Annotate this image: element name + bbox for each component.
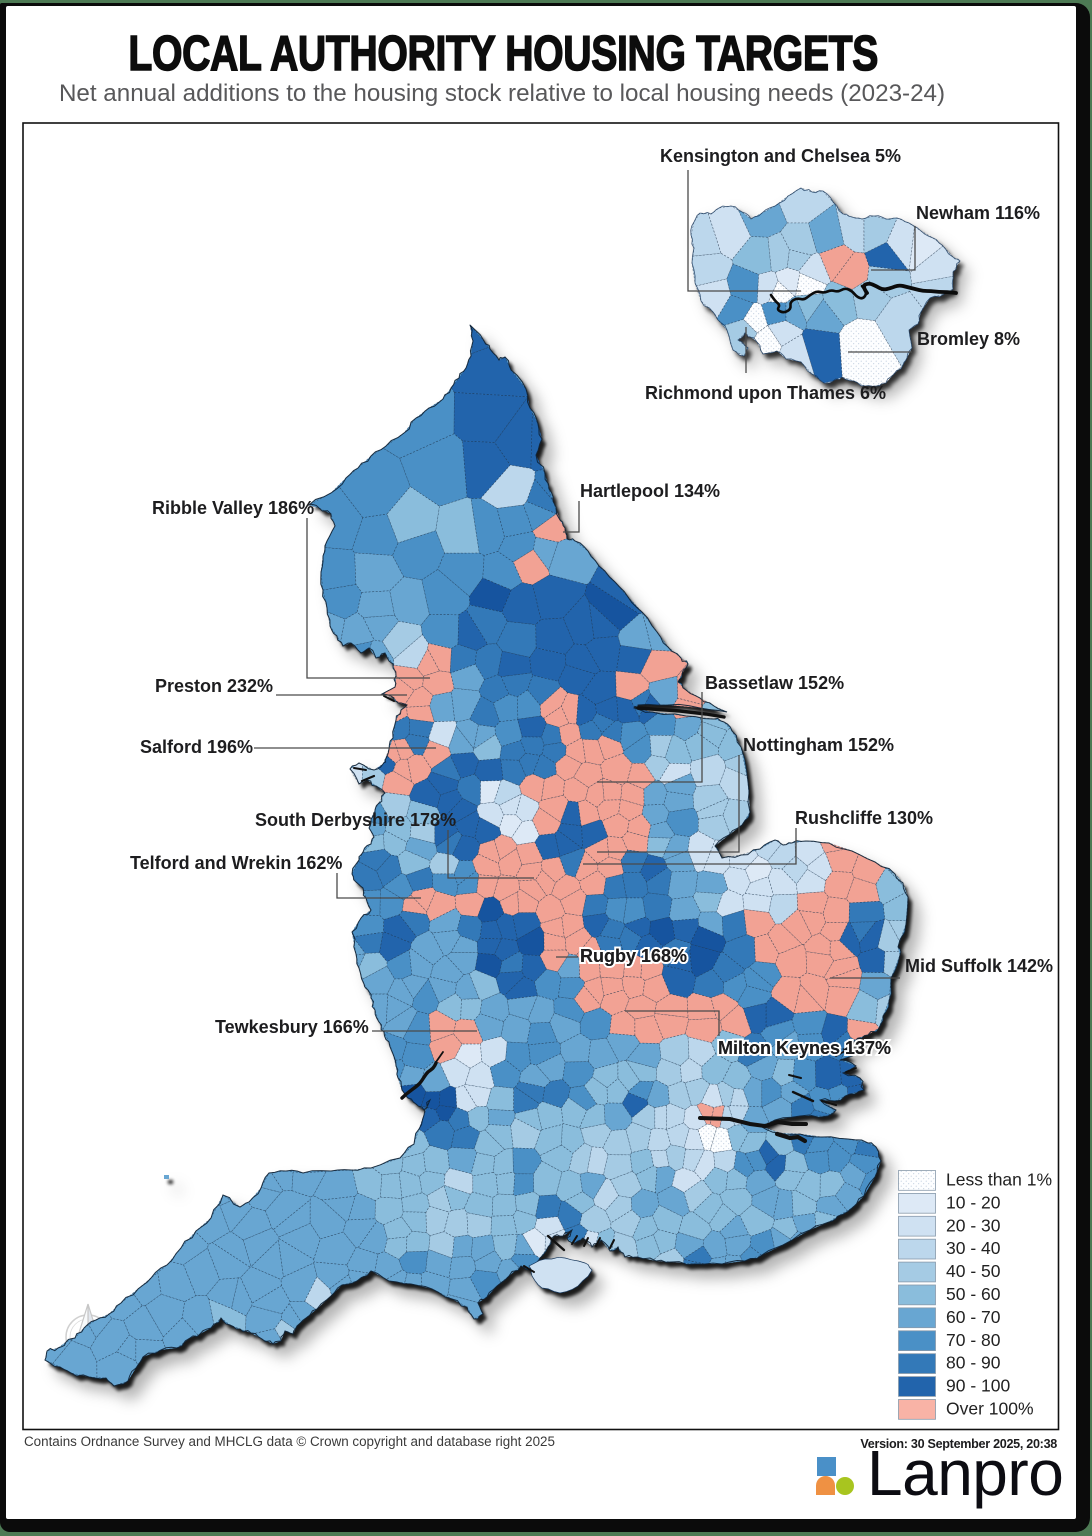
svg-text:Salford 196%: Salford 196% xyxy=(140,737,253,757)
svg-text:40 - 50: 40 - 50 xyxy=(946,1261,1001,1281)
svg-text:Kensington and Chelsea 5%: Kensington and Chelsea 5% xyxy=(660,146,901,166)
svg-text:10 - 20: 10 - 20 xyxy=(946,1192,1001,1212)
svg-text:90 - 100: 90 - 100 xyxy=(946,1376,1010,1396)
svg-text:Less than 1%: Less than 1% xyxy=(946,1170,1052,1190)
svg-text:Milton Keynes 137%: Milton Keynes 137% xyxy=(718,1038,891,1058)
svg-text:South Derbyshire 178%: South Derbyshire 178% xyxy=(255,810,456,830)
svg-text:20 - 30: 20 - 30 xyxy=(946,1215,1001,1235)
svg-text:50 - 60: 50 - 60 xyxy=(946,1284,1001,1304)
svg-text:Preston 232%: Preston 232% xyxy=(155,676,273,696)
svg-text:Rugby 168%: Rugby 168% xyxy=(580,946,687,966)
svg-text:Ribble Valley 186%: Ribble Valley 186% xyxy=(152,498,314,518)
svg-text:Milton Keynes 137%: Milton Keynes 137% xyxy=(718,1038,891,1058)
svg-text:Richmond upon Thames 6%: Richmond upon Thames 6% xyxy=(645,383,886,403)
svg-text:Mid Suffolk 142%: Mid Suffolk 142% xyxy=(905,956,1053,976)
svg-text:Rushcliffe 130%: Rushcliffe 130% xyxy=(795,808,933,828)
svg-text:70 - 80: 70 - 80 xyxy=(946,1330,1001,1350)
svg-text:Tewkesbury 166%: Tewkesbury 166% xyxy=(215,1017,369,1037)
svg-text:30 - 40: 30 - 40 xyxy=(946,1238,1001,1258)
svg-text:Nottingham 152%: Nottingham 152% xyxy=(743,735,894,755)
svg-text:Newham 116%: Newham 116% xyxy=(916,203,1040,223)
svg-text:Over 100%: Over 100% xyxy=(946,1399,1034,1419)
svg-text:Telford and Wrekin 162%: Telford and Wrekin 162% xyxy=(130,853,342,873)
svg-text:60 - 70: 60 - 70 xyxy=(946,1307,1001,1327)
svg-text:Bassetlaw 152%: Bassetlaw 152% xyxy=(705,673,844,693)
svg-text:Rugby 168%: Rugby 168% xyxy=(580,946,687,966)
svg-text:Bromley 8%: Bromley 8% xyxy=(917,329,1020,349)
svg-text:Hartlepool 134%: Hartlepool 134% xyxy=(580,481,720,501)
svg-text:80 - 90: 80 - 90 xyxy=(946,1353,1001,1373)
